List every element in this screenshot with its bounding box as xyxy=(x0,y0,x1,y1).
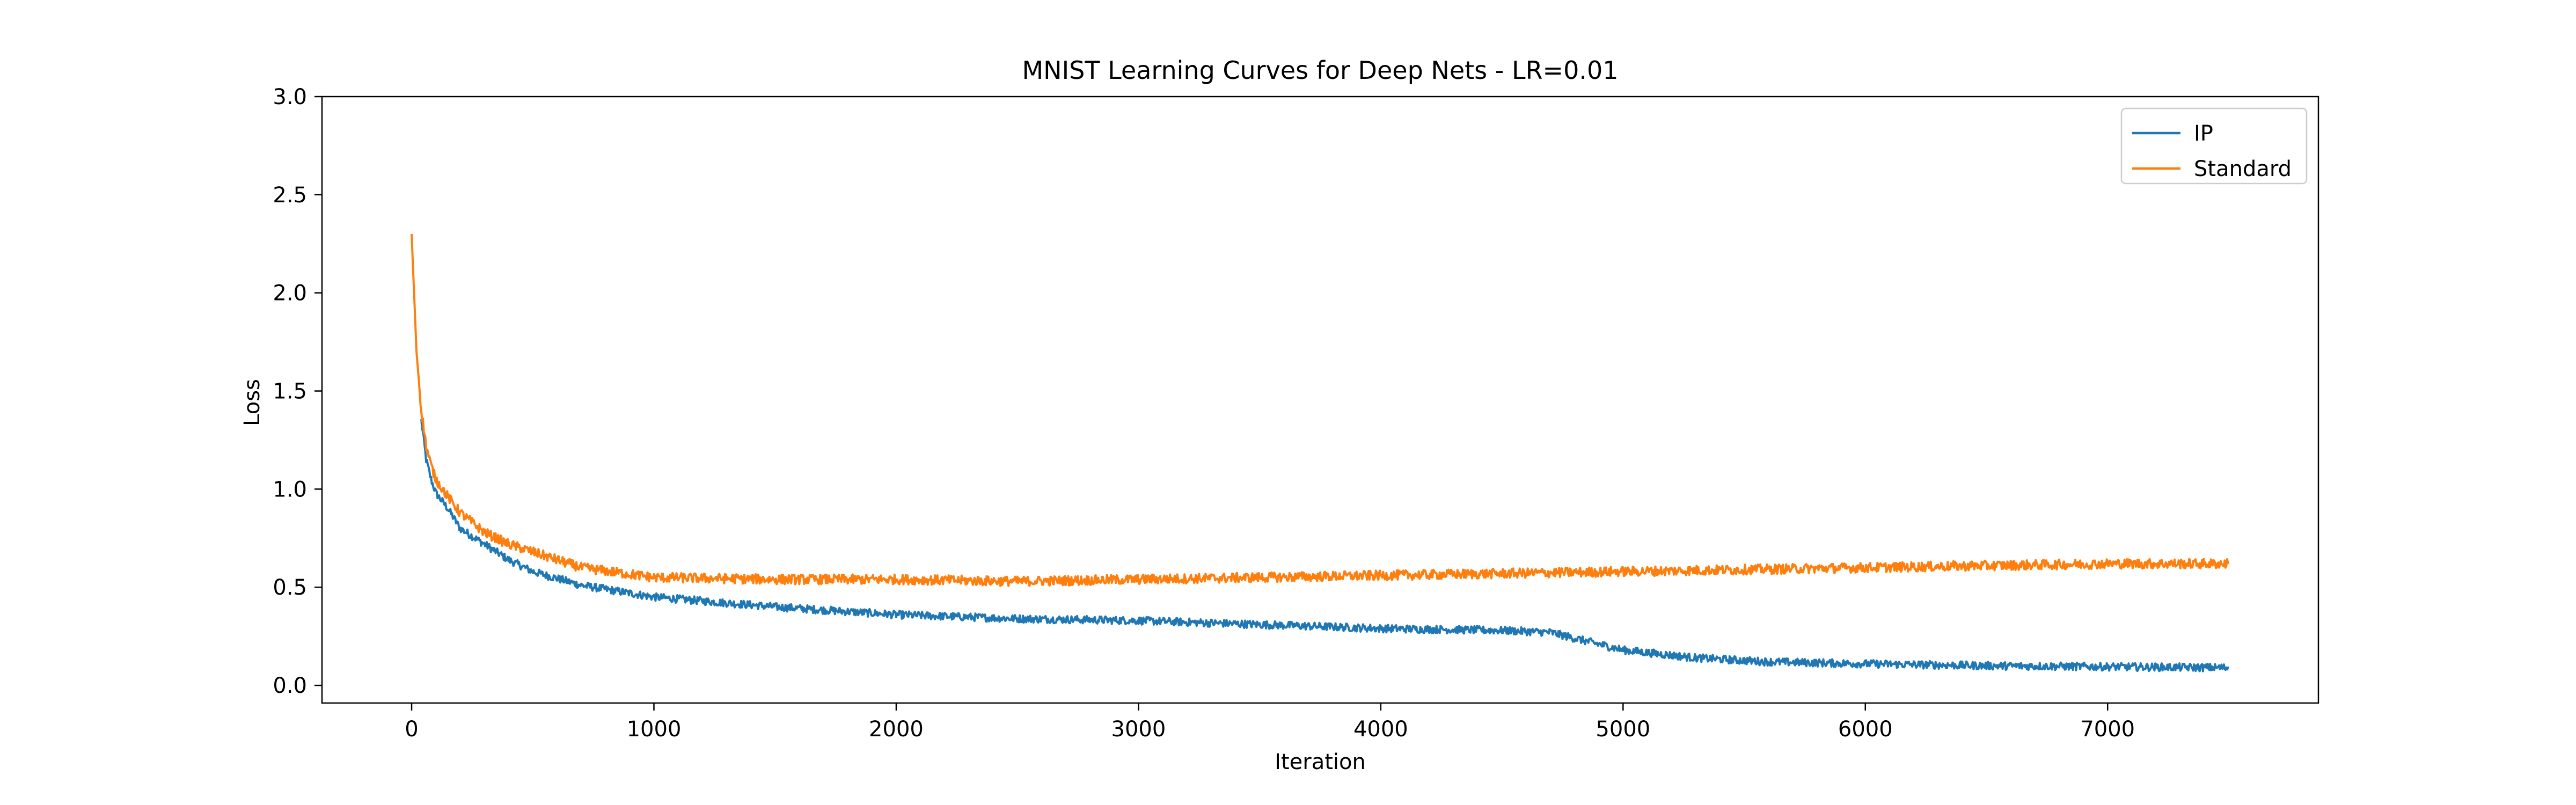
y-tick-label: 2.0 xyxy=(273,281,307,306)
y-tick-label: 2.5 xyxy=(273,183,307,208)
y-tick-label: 3.0 xyxy=(273,85,307,109)
chart-title: MNIST Learning Curves for Deep Nets - LR… xyxy=(1022,56,1618,85)
legend-label-0: IP xyxy=(2194,121,2213,146)
legend-box xyxy=(2120,107,2308,185)
legend: IP Standard xyxy=(2120,107,2308,185)
x-tick-label: 3000 xyxy=(1111,717,1166,742)
x-tick-label: 7000 xyxy=(2080,717,2135,742)
x-tick-label: 0 xyxy=(405,717,418,742)
x-tick-label: 6000 xyxy=(1838,717,1893,742)
axes-frame xyxy=(321,96,2319,704)
series-line-0 xyxy=(420,419,2229,672)
x-tick-label: 1000 xyxy=(627,717,682,742)
x-tick-label: 5000 xyxy=(1596,717,1650,742)
y-tick-label: 1.5 xyxy=(273,379,307,404)
plot-area: 0 1000 2000 3000 4000 5000 6000 7000 0.0 0.5 1.0 1.… xyxy=(273,85,2319,742)
y-tick-label: 0.5 xyxy=(273,575,307,600)
y-tick-label: 1.0 xyxy=(273,477,307,502)
x-axis-label: Iteration xyxy=(1275,750,1366,774)
y-axis-label: Loss xyxy=(240,379,265,426)
y-tick-label: 0.0 xyxy=(273,674,307,698)
series-line-1 xyxy=(411,233,2230,587)
x-tick-label: 4000 xyxy=(1353,717,1408,742)
x-tick-label: 2000 xyxy=(869,717,924,742)
legend-label-1: Standard xyxy=(2194,157,2292,181)
